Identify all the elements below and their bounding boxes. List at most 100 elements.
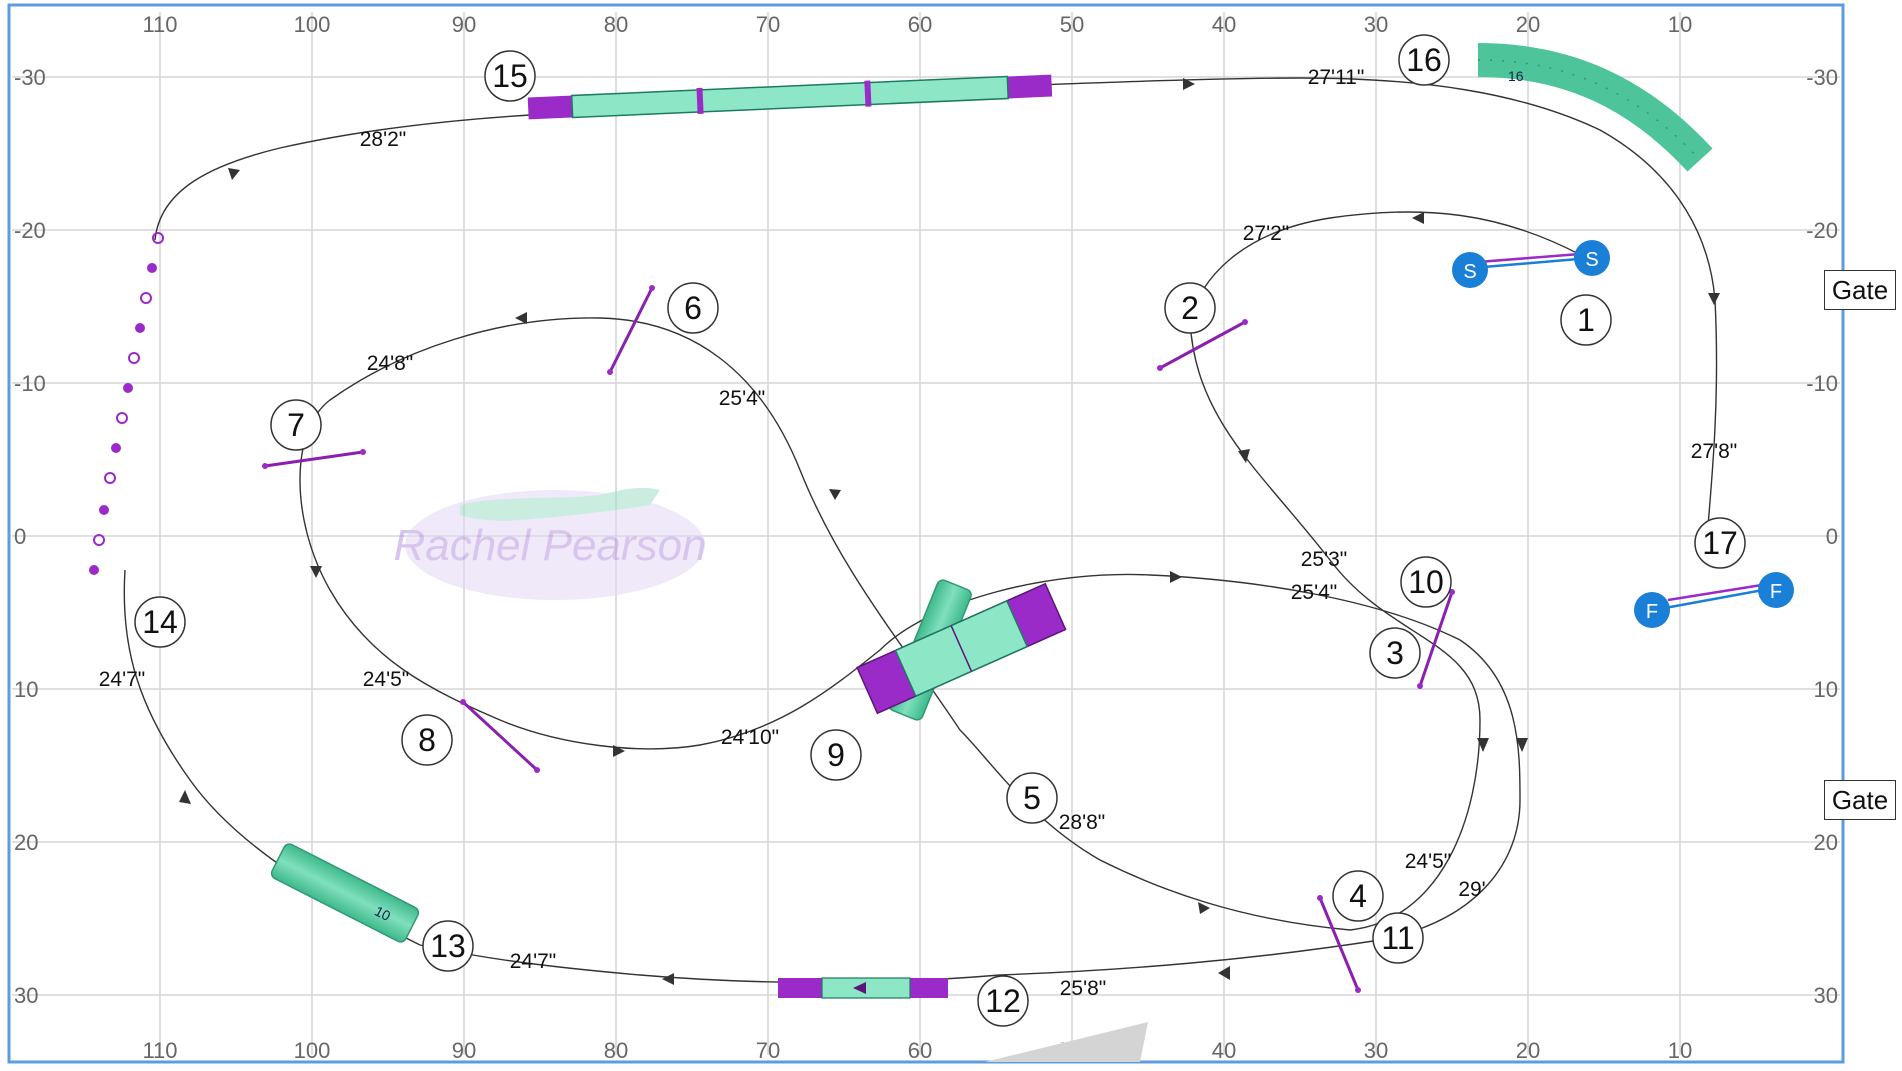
y-tick: -30 [1806,65,1838,90]
obstacle-number: 15 [492,58,528,94]
obstacle-number: 11 [1381,920,1414,956]
distance-label: 25'4" [719,387,766,410]
distance-label: 24'7" [510,950,557,973]
y-tick: -10 [14,371,46,396]
obstacle-number: 2 [1181,290,1199,326]
obstacle-number: 1 [1577,302,1595,338]
obstacle-12-plank [778,977,948,999]
y-tick: 20 [14,830,38,855]
distance-labels: 27'11" 28'2" 27'2" 24'8" 25'4" 27'8" 25'… [99,66,1738,1000]
distance-label: 27'11" [1308,66,1365,89]
x-tick: 20 [1516,12,1540,37]
weave-poles [89,232,164,575]
jump-4-11 [1317,895,1361,993]
distance-label: 28'8" [1059,811,1106,834]
distance-label: 24'5" [363,668,410,691]
obstacle-number: 8 [418,722,436,758]
obstacle-number: 3 [1386,635,1404,671]
x-tick: 70 [756,1038,780,1063]
x-tick: 70 [756,12,780,37]
obstacle-number: 12 [985,983,1021,1019]
x-tick: 60 [908,1038,932,1063]
y-axis-right: -30 -20 -10 0 10 20 30 [1806,65,1838,1008]
x-tick: 80 [604,1038,628,1063]
jump-6 [607,285,655,375]
finish-line: F F [1634,572,1794,628]
obstacle-number: 9 [827,737,845,773]
distance-label: 27'8" [1691,440,1738,463]
x-tick: 30 [1364,12,1388,37]
y-tick: 10 [14,677,38,702]
x-tick: 40 [1212,1038,1236,1063]
a-frame [856,582,1067,715]
y-tick: 0 [1826,524,1838,549]
y-tick: 0 [14,524,26,549]
distance-label: 27'2" [1243,222,1290,245]
watermark-text: Rachel Pearson [393,521,706,570]
start-marker: S [1585,249,1598,271]
jump-2 [1157,319,1248,371]
x-tick: 90 [452,1038,476,1063]
x-tick: 50 [1060,12,1084,37]
obstacle-number: 10 [1408,564,1444,600]
direction-arrows [179,78,1720,985]
y-tick: -10 [1806,371,1838,396]
jump-3-10 [1417,589,1455,689]
entrance-wedge [985,1022,1148,1062]
start-marker: S [1463,261,1476,283]
x-tick: 110 [142,1038,177,1063]
distance-label: 24'8" [367,352,414,375]
start-line: S S [1452,240,1610,288]
y-tick: -20 [14,218,46,243]
y-tick: 20 [1814,830,1838,855]
distance-label: 24'7" [99,668,146,691]
x-tick: 80 [604,12,628,37]
x-tick: 100 [294,1038,331,1063]
y-tick: 10 [1814,677,1838,702]
x-tick: 10 [1668,12,1692,37]
x-tick: 90 [452,12,476,37]
y-tick: 30 [1814,983,1838,1008]
x-tick: 20 [1516,1038,1540,1063]
jump-8 [460,699,540,773]
dog-walk [527,74,1053,120]
obstacle-number: 16 [1406,42,1442,78]
finish-marker: F [1646,601,1658,623]
tunnel-label: 10 [372,903,393,924]
watermark: Rachel Pearson [393,487,707,600]
distance-label: 25'3" [1301,548,1348,571]
obstacle-numbers: 1 2 3 4 5 6 7 8 9 10 11 12 13 14 15 16 1… [134,34,1746,1027]
distance-label: 24'10" [721,726,779,749]
x-tick: 110 [142,12,177,37]
y-tick: -20 [1806,218,1838,243]
x-tick: 10 [1668,1038,1692,1063]
obstacle-number: 17 [1702,525,1738,561]
tunnel-13: 10 [270,843,420,943]
x-tick: 40 [1212,12,1236,37]
gate-label: Gate [1824,780,1896,820]
x-axis-top: 110 100 90 80 70 60 50 40 30 20 10 [142,12,1692,37]
jump-7 [262,449,366,469]
tunnel-label: 16 [1508,68,1524,84]
gate-label: Gate [1824,270,1896,310]
finish-marker: F [1770,581,1782,603]
obstacle-number: 7 [287,407,305,443]
distance-label: 25'8" [1060,977,1107,1000]
x-tick: 30 [1364,1038,1388,1063]
distance-label: 29' [1458,878,1485,901]
x-tick: 60 [908,12,932,37]
y-axis-left: -30 -20 -10 0 10 20 30 [14,65,46,1008]
x-tick: 100 [294,12,331,37]
tunnel-16: 16 [1477,43,1713,172]
obstacle-number: 6 [684,290,702,326]
obstacle-number: 4 [1349,878,1367,914]
distance-label: 28'2" [360,128,407,151]
distance-label: 24'5" [1405,850,1452,873]
y-tick: 30 [14,983,38,1008]
obstacle-number: 13 [430,928,466,964]
y-tick: -30 [14,65,46,90]
distance-label: 25'4" [1291,581,1338,604]
map-frame [7,3,1845,1064]
obstacle-number: 14 [142,604,178,640]
